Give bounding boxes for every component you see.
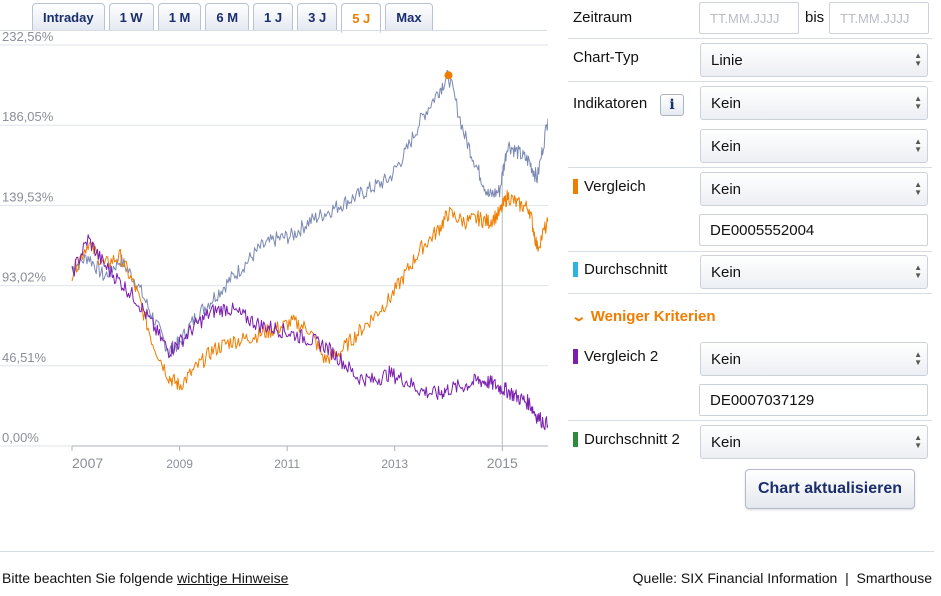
row-divider (568, 420, 932, 421)
y-tick-label: 0,00% (2, 430, 39, 445)
x-tick-label: 2007 (72, 455, 103, 471)
durchschnitt-label-text: Durchschnitt (584, 261, 668, 278)
series-line-1 (71, 70, 548, 357)
y-tick-label: 186,05% (2, 109, 54, 124)
chart-aktualisieren-button[interactable]: Chart aktualisieren (745, 469, 915, 509)
vergleich2-isin-input[interactable]: DE0007037129 (699, 384, 928, 416)
zeitraum-label: Zeitraum (573, 9, 633, 26)
x-tick-label: 2015 (487, 455, 518, 471)
charttyp-label: Chart-Typ (573, 49, 639, 66)
series-line-2 (71, 189, 548, 391)
tab-max[interactable]: Max (385, 3, 433, 31)
vergleich-color-swatch (573, 179, 578, 194)
indikator2-value: Kein (711, 137, 742, 155)
vergleich-isin-input[interactable]: DE0005552004 (699, 214, 928, 246)
vergleich-label: Vergleich (573, 178, 646, 195)
performance-chart: 0,00% 46,51% 93,02% 139,53% 186,05% 232,56% 2… (0, 31, 548, 471)
vergleich-select[interactable]: Kein ▲ ▼ (700, 172, 928, 206)
tab-3j[interactable]: 3 J (297, 3, 338, 31)
tab-1m[interactable]: 1 M (157, 3, 202, 31)
footer-note-text: Bitte beachten Sie folgende (2, 570, 174, 586)
vergleich2-select[interactable]: Kein ▲ ▼ (700, 342, 928, 376)
wichtige-hinweise-link[interactable]: wichtige Hinweise (177, 570, 289, 586)
durchschnitt2-select[interactable]: Kein ▲ ▼ (700, 425, 928, 459)
vergleich2-label-text: Vergleich 2 (584, 348, 659, 365)
durchschnitt-select[interactable]: Kein ▲ ▼ (700, 255, 928, 289)
durchschnitt2-value: Kein (711, 433, 742, 451)
period-tabs: Intraday 1 W 1 M 6 M 1 J 3 J 5 J Max (32, 3, 433, 33)
info-icon[interactable]: i (660, 94, 684, 116)
select-arrows-icon: ▲ ▼ (914, 137, 922, 154)
footer-divider (0, 551, 934, 552)
indikatoren-label: Indikatoren (573, 95, 648, 112)
row-divider (568, 293, 932, 294)
select-arrows-icon: ▲ ▼ (914, 263, 922, 280)
select-arrows-icon: ▲ ▼ (914, 51, 922, 68)
y-tick-label: 46,51% (2, 350, 47, 365)
indikator2-select[interactable]: Kein ▲ ▼ (700, 129, 928, 163)
charttyp-value: Linie (711, 51, 743, 69)
x-tick-label: 2009 (166, 457, 193, 471)
chevron-down-icon: ⌄ (570, 308, 588, 324)
date-to-input[interactable]: TT.MM.JJJJ (829, 2, 929, 34)
y-tick-label: 232,56% (2, 31, 54, 44)
vergleich2-value: Kein (711, 350, 742, 368)
tab-6m[interactable]: 6 M (205, 3, 250, 31)
charttyp-select[interactable]: Linie ▲ ▼ (700, 43, 928, 77)
vergleich-value: Kein (711, 180, 742, 198)
vergleich2-label: Vergleich 2 (573, 348, 658, 365)
bis-label: bis (805, 9, 825, 26)
vergleich-label-text: Vergleich (584, 178, 646, 195)
row-divider (568, 38, 932, 39)
row-divider (568, 167, 932, 168)
weniger-kriterien-toggle[interactable]: ⌄ Weniger Kriterien (570, 308, 716, 325)
tab-1w[interactable]: 1 W (108, 3, 154, 31)
footer-source: Quelle: SIX Financial Information | Smar… (632, 570, 932, 586)
x-tick-label: 2013 (381, 457, 408, 471)
row-divider (568, 81, 932, 82)
date-from-input[interactable]: TT.MM.JJJJ (699, 2, 799, 34)
x-tick-label: 2011 (274, 457, 300, 471)
row-divider (568, 251, 932, 252)
durchschnitt2-color-swatch (573, 432, 578, 447)
tab-intraday[interactable]: Intraday (32, 3, 105, 31)
select-arrows-icon: ▲ ▼ (914, 94, 922, 111)
tab-1j[interactable]: 1 J (253, 3, 294, 31)
tab-5j[interactable]: 5 J (341, 3, 382, 33)
footer-note: Bitte beachten Sie folgende wichtige Hin… (2, 570, 288, 586)
durchschnitt-label: Durchschnitt (573, 261, 667, 278)
durchschnitt-value: Kein (711, 263, 742, 281)
weniger-kriterien-label: Weniger Kriterien (590, 308, 716, 325)
durchschnitt2-label-text: Durchschnitt 2 (584, 431, 680, 448)
y-tick-label: 139,53% (2, 189, 54, 204)
durchschnitt-color-swatch (573, 262, 578, 277)
y-tick-label: 93,02% (2, 270, 47, 285)
select-arrows-icon: ▲ ▼ (914, 180, 922, 197)
highlight-point (444, 71, 453, 80)
indikator1-select[interactable]: Kein ▲ ▼ (700, 86, 928, 120)
series-line-3 (71, 234, 548, 431)
select-arrows-icon: ▲ ▼ (914, 433, 922, 450)
durchschnitt2-label: Durchschnitt 2 (573, 431, 680, 448)
indikator1-value: Kein (711, 94, 742, 112)
tab-divider (0, 30, 547, 31)
select-arrows-icon: ▲ ▼ (914, 350, 922, 367)
vergleich2-color-swatch (573, 349, 578, 364)
